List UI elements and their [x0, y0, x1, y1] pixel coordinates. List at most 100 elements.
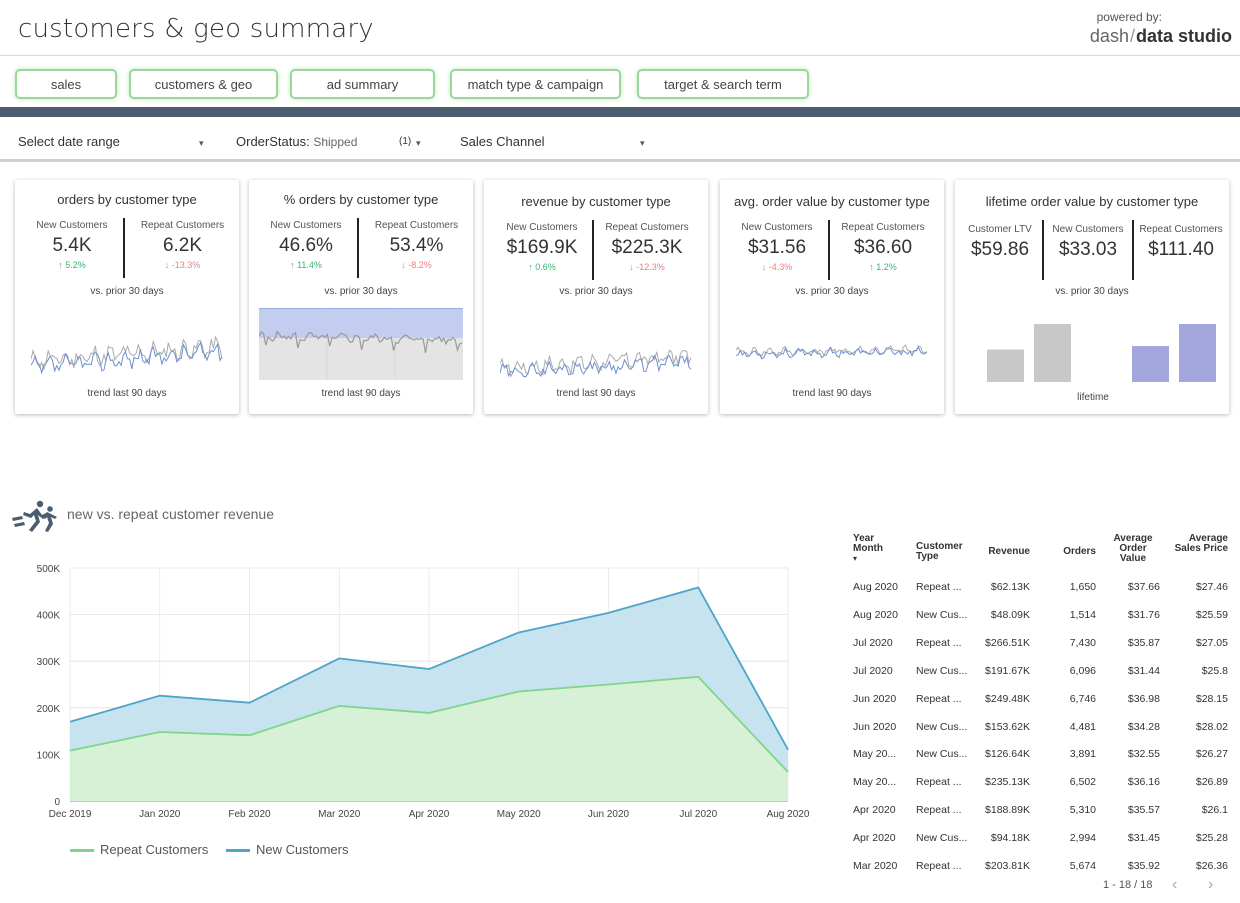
tab-ad-summary[interactable]: ad summary	[290, 69, 435, 99]
header-revenue[interactable]: Revenue	[988, 546, 1030, 557]
legend-repeat-customers[interactable]: Repeat Customers	[70, 842, 208, 857]
kpi-label: New Customers	[506, 222, 578, 233]
cell-orders: 1,514	[1069, 608, 1096, 621]
cell-customer-type: New Cus...	[916, 832, 968, 845]
table-row[interactable]: May 20... Repeat ... $235.13K 6,502 $36.16 $2…	[848, 776, 1228, 804]
tab-customers-geo[interactable]: customers & geo	[129, 69, 278, 99]
cell-asp: $26.27	[1195, 748, 1228, 761]
kpi-new-customers: New Customers $33.03	[1049, 224, 1127, 261]
x-tick-label: Jul 2020	[679, 809, 717, 820]
kpi-divider	[592, 220, 594, 280]
kpi-divider	[1132, 220, 1134, 280]
kpi-value: $31.56	[747, 237, 807, 258]
kpi-delta-value: -8.2%	[408, 260, 432, 270]
table-row[interactable]: Aug 2020 Repeat ... $62.13K 1,650 $37.66 $27.…	[848, 581, 1228, 609]
header-label: Year Month	[853, 533, 883, 554]
kpi-value: $111.40	[1148, 239, 1214, 260]
new-vs-repeat-revenue-chart: 0 100K 200K 300K 400K 500K Dec 2019 Jan 2020 Fe…	[37, 564, 810, 820]
y-tick-label: 100K	[37, 750, 61, 761]
x-tick-label: Feb 2020	[228, 809, 271, 820]
cell-customer-type: Repeat ...	[916, 776, 962, 789]
kpi-new-customers: New Customers 5.4K ↑ 5.2%	[33, 220, 111, 270]
legend-new-customers[interactable]: New Customers	[226, 842, 348, 857]
chevron-down-icon[interactable]: ▾	[640, 138, 645, 148]
table-row[interactable]: Apr 2020 Repeat ... $188.89K 5,310 $35.57 $26…	[848, 804, 1228, 832]
cell-orders: 4,481	[1069, 720, 1096, 733]
sort-desc-icon[interactable]: ▾	[853, 554, 858, 563]
kpi-value: 46.6%	[279, 235, 333, 256]
ltv-bar	[1034, 324, 1071, 382]
table-row[interactable]: Jul 2020 Repeat ... $266.51K 7,430 $35.87 $27…	[848, 637, 1228, 665]
kpi-value: 6.2K	[162, 235, 203, 256]
tab-sales[interactable]: sales	[15, 69, 117, 99]
kpi-delta-value: 11.4%	[297, 260, 322, 270]
table-row[interactable]: Aug 2020 New Cus... $48.09K 1,514 $31.76 $25.…	[848, 609, 1228, 637]
header-year-month[interactable]: Year Month ▾	[853, 534, 903, 564]
ltv-bar-chart	[987, 324, 1216, 382]
kpi-value: $169.9K	[506, 237, 578, 258]
table-row[interactable]: Apr 2020 New Cus... $94.18K 2,994 $31.45 $25.…	[848, 832, 1228, 860]
arrow-up-icon: ↑	[528, 262, 536, 272]
kpi-label: Customer LTV	[968, 224, 1032, 235]
comparison-label: vs. prior 30 days	[324, 286, 398, 297]
kpi-label: Repeat Customers	[140, 220, 225, 231]
cell-orders: 5,310	[1069, 804, 1096, 817]
chevron-right-icon[interactable]: ›	[1208, 876, 1214, 893]
header-orders[interactable]: Orders	[1063, 546, 1096, 557]
cell-customer-type: New Cus...	[916, 664, 968, 677]
comparison-label: vs. prior 30 days	[795, 286, 869, 297]
card-pct-orders-by-customer-type: % orders by customer type New Customers …	[249, 180, 473, 414]
chevron-left-icon[interactable]: ‹	[1172, 876, 1178, 893]
kpi-delta-value: -4.3%	[768, 262, 793, 272]
cell-customer-type: New Cus...	[916, 748, 968, 761]
date-range-filter[interactable]: Select date range	[18, 134, 120, 149]
card-revenue-by-customer-type: revenue by customer type New Customers $…	[484, 180, 708, 414]
header-customer-type[interactable]: Customer Type	[916, 541, 963, 562]
kpi-repeat-customers: Repeat Customers $225.3K ↓ -12.3%	[598, 222, 696, 272]
table-row[interactable]: May 20... New Cus... $126.64K 3,891 $32.55 $2…	[848, 748, 1228, 776]
header-average-order-value[interactable]: Average Order Value	[1113, 533, 1153, 564]
cell-revenue: $203.81K	[985, 860, 1030, 872]
cell-revenue: $126.64K	[985, 748, 1030, 761]
chevron-down-icon[interactable]: ▾	[416, 138, 421, 148]
tab-match-type-campaign[interactable]: match type & campaign	[450, 69, 621, 99]
kpi-delta-value: 0.6%	[535, 262, 556, 272]
legend-swatch	[226, 849, 250, 853]
cell-asp: $28.15	[1195, 692, 1228, 705]
tab-target-search-term[interactable]: target & search term	[637, 69, 809, 99]
kpi-repeat-customers: Repeat Customers $36.60 ↑ 1.2%	[834, 222, 932, 272]
table-row[interactable]: Jul 2020 New Cus... $191.67K 6,096 $31.44 $25…	[848, 665, 1228, 693]
sparkline-aov	[736, 344, 928, 360]
sales-channel-filter[interactable]: Sales Channel	[460, 134, 545, 149]
kpi-customer-ltv: Customer LTV $59.86	[965, 224, 1035, 261]
card-title: revenue by customer type	[521, 194, 671, 209]
area-new-customers	[70, 587, 788, 773]
table-row[interactable]: Jun 2020 New Cus... $153.62K 4,481 $34.28 $28…	[848, 721, 1228, 749]
kpi-label: New Customers	[741, 222, 813, 233]
cell-asp: $26.1	[1201, 804, 1228, 817]
card-aov-by-customer-type: avg. order value by customer type New Cu…	[720, 180, 944, 414]
legend-label: New Customers	[256, 842, 349, 857]
x-tick-label: Dec 2019	[49, 809, 92, 820]
kpi-label: Repeat Customers	[605, 222, 689, 233]
sparkline-blue	[31, 341, 223, 375]
table-row[interactable]: Jun 2020 Repeat ... $249.48K 6,746 $36.98 $28…	[848, 693, 1228, 721]
x-tick-label: May 2020	[497, 809, 541, 820]
cell-customer-type: Repeat ...	[916, 636, 962, 649]
cell-asp: $27.46	[1195, 581, 1228, 593]
kpi-value: $225.3K	[611, 237, 683, 258]
kpi-divider	[828, 220, 830, 280]
order-status-count[interactable]: (1)	[399, 136, 412, 147]
header-average-sales-price[interactable]: Average Sales Price	[1174, 533, 1228, 554]
cell-revenue: $94.18K	[990, 832, 1030, 845]
table-row[interactable]: Mar 2020 Repeat ... $203.81K 5,674 $35.92 $26…	[848, 860, 1228, 888]
card-title: avg. order value by customer type	[734, 194, 930, 209]
chevron-down-icon[interactable]: ▾	[199, 138, 204, 148]
comparison-label: vs. prior 30 days	[90, 286, 164, 297]
sparkline-gray	[259, 330, 463, 353]
order-status-filter[interactable]: OrderStatus: Shipped	[236, 134, 357, 149]
cell-aov: $35.92	[1127, 860, 1160, 872]
kpi-delta: ↓ -8.2%	[369, 260, 464, 270]
cell-asp: $25.59	[1195, 608, 1228, 621]
y-tick-label: 200K	[37, 704, 61, 715]
